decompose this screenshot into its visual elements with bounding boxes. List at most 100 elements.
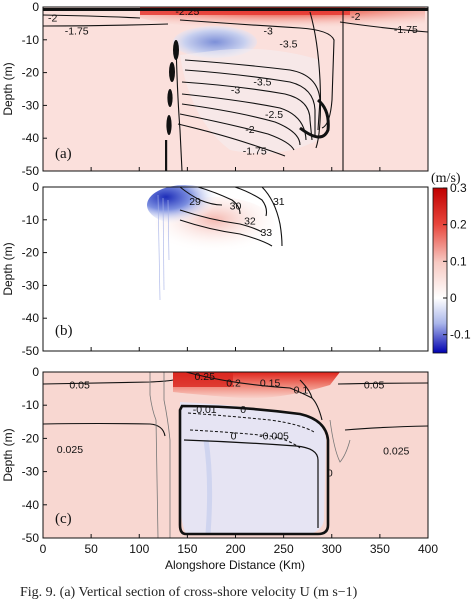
panel-c-thin-contour bbox=[329, 419, 351, 463]
colorbar-tick-label: -0.1 bbox=[450, 328, 471, 342]
y-tick-label: -10 bbox=[22, 213, 40, 227]
contour-label: 0.15 bbox=[260, 378, 281, 390]
panel-a-contour-blob bbox=[165, 140, 168, 171]
y-tick-label: -30 bbox=[22, 98, 40, 112]
panel-c-y-ticks: 0 -10 -20 -30 -40 -50 bbox=[22, 365, 47, 545]
y-tick-label: -30 bbox=[22, 465, 40, 479]
panel-a-contour-line bbox=[179, 19, 335, 129]
panel-a-contour-hook bbox=[299, 98, 330, 139]
panel-b-contour-line bbox=[179, 186, 223, 206]
y-tick-label: -10 bbox=[22, 33, 40, 47]
panel-a-contour-line bbox=[339, 21, 429, 33]
y-tick-label: -40 bbox=[22, 131, 40, 145]
contour-label: 0.05 bbox=[69, 379, 90, 391]
panel-b-contour-line bbox=[234, 186, 268, 217]
contour-label: 0 bbox=[240, 404, 246, 416]
panel-a-label: (a) bbox=[55, 146, 72, 162]
panel-a-contour-line bbox=[179, 113, 295, 151]
contour-label: 31 bbox=[273, 196, 285, 208]
panel-a-contour-blob bbox=[167, 89, 173, 107]
contour-label: 30 bbox=[230, 201, 242, 213]
x-tick-label: 400 bbox=[418, 542, 438, 556]
panel-c-red-core bbox=[173, 372, 233, 387]
colorbar: (m/s) 0.3 0.2 0.1 0 -0.1 bbox=[431, 171, 471, 354]
panel-c-thin-contour bbox=[163, 372, 171, 538]
panel-b-streak bbox=[157, 194, 161, 301]
panel-c-dashed-contour bbox=[187, 412, 315, 433]
x-tick-label: 50 bbox=[84, 542, 98, 556]
y-tick-label: -20 bbox=[22, 246, 40, 260]
panel-a-contour-line bbox=[181, 93, 307, 141]
y-tick-label: 0 bbox=[32, 180, 39, 194]
colorbar-ticks: 0.3 0.2 0.1 0 -0.1 bbox=[443, 181, 471, 342]
panel-a-contour-line bbox=[42, 23, 169, 27]
x-tick-label: 350 bbox=[370, 542, 390, 556]
panel-c-thin-contour bbox=[149, 372, 159, 539]
y-tick-label: -50 bbox=[22, 344, 40, 358]
panel-a-contour-labels: -2.25 -2 -1.75 -2 -1.75 -3 -3.5 -3.5 -3 -2.5 -2 -1.… bbox=[48, 6, 418, 157]
panel-c-contour-line bbox=[337, 382, 429, 385]
contour-label: -3 bbox=[264, 26, 273, 38]
x-tick-label: 300 bbox=[322, 542, 342, 556]
panel-a-contour-line bbox=[181, 103, 301, 146]
panel-b-contour-line bbox=[179, 209, 263, 233]
panel-c-zero-contour-inner bbox=[183, 439, 319, 528]
panel-b-y-axis-title: Depth (m) bbox=[1, 242, 15, 295]
panel-a-y-ticks: 0 -10 -20 -30 -40 -50 bbox=[22, 0, 429, 178]
panel-b-contour-line bbox=[197, 186, 241, 215]
panel-c-x-ticks: 0 50 100 150 200 250 300 350 400 bbox=[40, 534, 438, 556]
panel-b-contour-labels: 29 30 31 32 33 bbox=[189, 196, 285, 239]
y-tick-label: -50 bbox=[22, 531, 40, 545]
panel-a-contour-line bbox=[184, 69, 316, 135]
colorbar-tick-label: 0.1 bbox=[450, 254, 467, 268]
panel-a-contour-line bbox=[42, 14, 141, 19]
figure-caption: Fig. 9. (a) Vertical section of cross-sh… bbox=[20, 585, 358, 600]
panel-c-y-axis-title: Depth (m) bbox=[1, 428, 15, 481]
contour-label: -0.005 bbox=[259, 431, 289, 443]
panel-b-contour-line bbox=[261, 186, 283, 247]
y-tick-label: -10 bbox=[22, 398, 40, 412]
panel-b-blue-core bbox=[147, 185, 223, 225]
y-tick-label: -40 bbox=[22, 311, 40, 325]
panel-c: 0.05 0.25 0.2 0.15 0.1 0.05 -0.01 0 0 -0.005 0 0.02… bbox=[1, 365, 438, 572]
y-tick-label: -40 bbox=[22, 498, 40, 512]
panel-b-label: (b) bbox=[55, 323, 73, 339]
panel-c-contour-line bbox=[42, 379, 174, 385]
contour-label: 0.1 bbox=[294, 384, 309, 396]
x-axis-title: Alongshore Distance (Km) bbox=[165, 558, 305, 572]
colorbar-tick-label: 0.2 bbox=[450, 218, 467, 232]
contour-label: -2 bbox=[48, 12, 57, 24]
contour-label: 29 bbox=[189, 196, 201, 208]
x-tick-label: 0 bbox=[40, 542, 47, 556]
y-tick-label: 0 bbox=[32, 365, 39, 379]
y-tick-label: 0 bbox=[32, 0, 39, 14]
y-tick-label: -50 bbox=[22, 164, 40, 178]
panel-a: -2.25 -2 -1.75 -2 -1.75 -3 -3.5 -3.5 -3 -2.5 -2 -1.… bbox=[1, 0, 429, 178]
contour-label: -3.5 bbox=[279, 39, 297, 51]
panel-b-contour-line bbox=[179, 219, 273, 247]
contour-label: -1.75 bbox=[65, 26, 89, 38]
panel-c-label: (c) bbox=[55, 511, 72, 527]
panel-b-y-ticks: 0 -10 -20 -30 -40 -50 bbox=[22, 180, 429, 358]
panel-c-contour-line bbox=[185, 371, 313, 399]
panel-c-contour-line bbox=[42, 422, 166, 437]
panel-a-contour-line bbox=[177, 123, 286, 157]
x-tick-label: 250 bbox=[274, 542, 294, 556]
contour-label: -3.5 bbox=[253, 76, 271, 88]
panel-c-contour-line bbox=[299, 379, 323, 421]
contour-label: -2 bbox=[351, 11, 360, 23]
panel-a-contour-line bbox=[181, 81, 313, 141]
contour-label: -3 bbox=[231, 85, 240, 97]
panel-b-streak bbox=[162, 197, 165, 291]
panel-c-blue-streak bbox=[203, 439, 213, 535]
x-tick-label: 150 bbox=[177, 542, 197, 556]
contour-label: 0.025 bbox=[57, 444, 83, 456]
contour-label: -2.25 bbox=[175, 6, 199, 18]
y-tick-label: -30 bbox=[22, 278, 40, 292]
contour-label: -1.75 bbox=[243, 145, 267, 157]
contour-label: 0.25 bbox=[194, 371, 215, 383]
colorbar-gradient bbox=[432, 187, 448, 354]
y-tick-label: -20 bbox=[22, 431, 40, 445]
panel-a-contour-blob bbox=[169, 62, 175, 82]
